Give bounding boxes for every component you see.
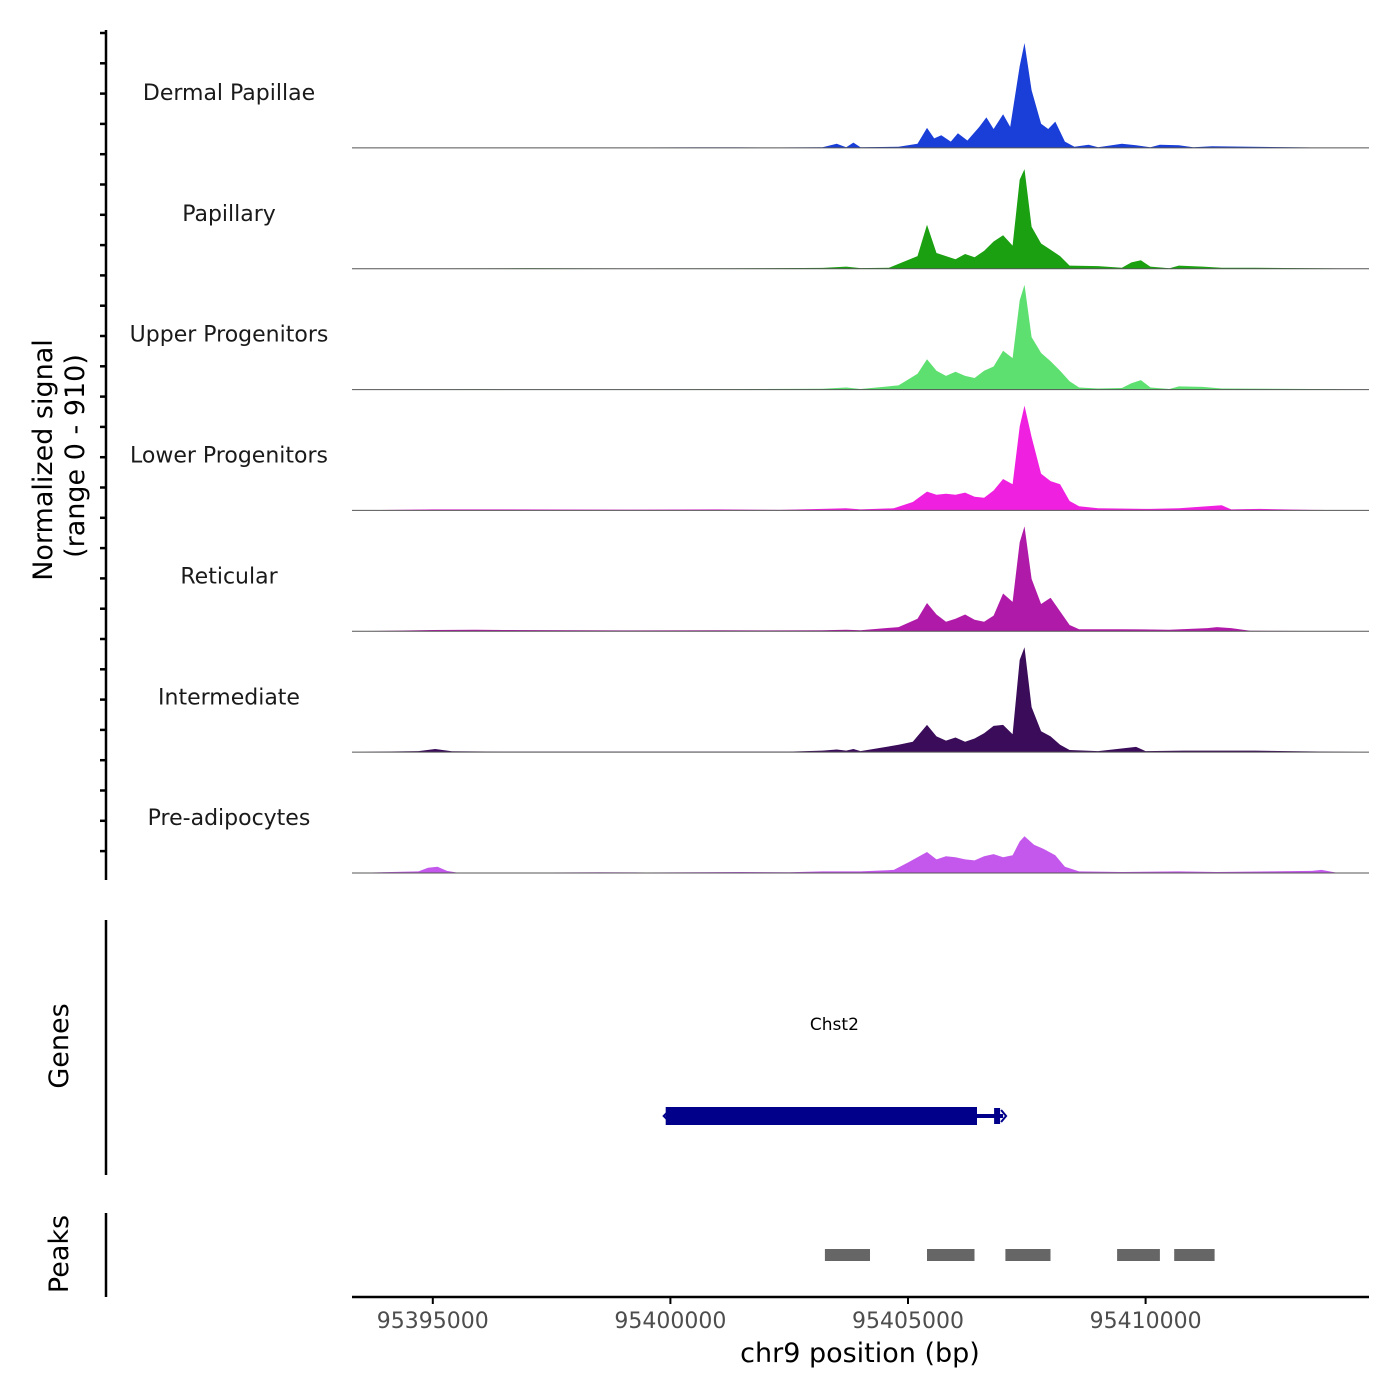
track-area-intermediate: [352, 647, 1369, 753]
genes-layer: Chst2: [662, 1015, 1008, 1125]
x-tick-label: 95405000: [852, 1309, 964, 1334]
track-label-lower-progenitors: Lower Progenitors: [130, 444, 328, 469]
track-label-reticular: Reticular: [180, 564, 278, 589]
coverage-y-ticks: [100, 31, 106, 853]
peak-block: [1005, 1249, 1051, 1261]
track-area-lower-progenitors: [352, 405, 1369, 511]
x-axis-title: chr9 position (bp): [740, 1338, 980, 1369]
peak-block: [824, 1249, 870, 1261]
track-label-pre-adipocytes: Pre-adipocytes: [148, 806, 311, 831]
track-area-reticular: [352, 526, 1369, 632]
track-area-upper-progenitors: [352, 284, 1369, 390]
track-dermal-papillae: Dermal Papillae: [143, 43, 1369, 149]
gene-exon-block: [665, 1107, 977, 1125]
peak-block: [1174, 1249, 1215, 1261]
peak-block: [1117, 1249, 1160, 1261]
peak-block: [927, 1249, 975, 1261]
track-papillary: Papillary: [182, 169, 1369, 270]
gene-strand-arrow: [662, 1109, 671, 1123]
peaks-panel-label: Peaks: [44, 1215, 75, 1293]
track-lower-progenitors: Lower Progenitors: [130, 405, 1369, 511]
x-tick-label: 95410000: [1090, 1309, 1202, 1334]
track-label-papillary: Papillary: [182, 202, 276, 227]
track-label-dermal-papillae: Dermal Papillae: [143, 81, 315, 106]
track-area-dermal-papillae: [352, 43, 1369, 148]
track-area-pre-adipocytes: [352, 836, 1369, 873]
x-axis-ticks: 95395000 95400000 95405000 95410000: [377, 1297, 1202, 1334]
track-pre-adipocytes: Pre-adipocytes: [148, 806, 1369, 874]
x-tick-label: 95395000: [377, 1309, 489, 1334]
track-reticular: Reticular: [180, 526, 1369, 632]
track-label-intermediate: Intermediate: [158, 685, 300, 710]
gene-exon-small: [994, 1108, 1001, 1124]
track-label-upper-progenitors: Upper Progenitors: [130, 323, 329, 348]
coverage-tracks: Dermal Papillae Papillary Upper Progenitor…: [130, 43, 1369, 874]
track-area-papillary: [352, 169, 1369, 269]
x-tick-label: 95400000: [614, 1309, 726, 1334]
genes-panel-label: Genes: [44, 1003, 75, 1088]
track-intermediate: Intermediate: [158, 647, 1369, 753]
y-axis-title: Normalized signal: [28, 339, 59, 581]
track-upper-progenitors: Upper Progenitors: [130, 284, 1369, 391]
peaks-layer: [824, 1249, 1215, 1261]
y-axis-range: (range 0 - 910): [60, 354, 91, 558]
gene-label-chst2: Chst2: [810, 1015, 859, 1035]
gene-strand-arrow: [1000, 1109, 1008, 1123]
